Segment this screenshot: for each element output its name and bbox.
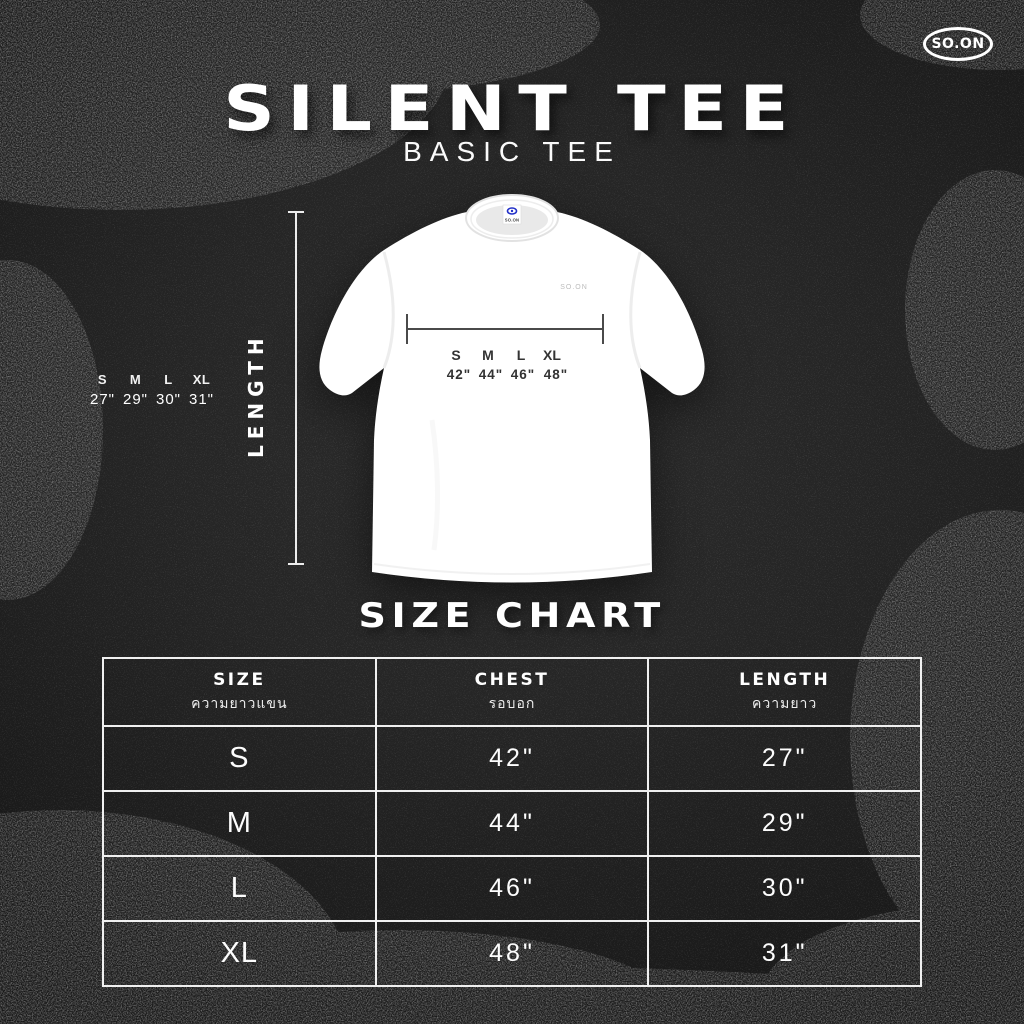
cell-chest: 46": [374, 855, 650, 922]
table-row: S 42" 27": [102, 725, 922, 792]
table-row: M 44" 29": [102, 790, 922, 857]
length-col-s: S 27": [86, 372, 119, 408]
page-title-text: SILENT TEE: [223, 72, 801, 145]
col-header-size-en: SIZE: [213, 669, 266, 690]
chest-size-label: S: [451, 347, 460, 363]
cell-size: XL: [102, 920, 377, 987]
col-header-chest-th: รอบอก: [488, 695, 536, 712]
chest-size-value: 44": [479, 367, 503, 382]
brand-badge-label: SO.ON: [931, 36, 985, 52]
neck-label-brand: SO.ON: [505, 218, 520, 223]
cell-length: 27": [647, 725, 922, 792]
length-measure-line: [288, 211, 304, 565]
chest-size-label: XL: [543, 347, 561, 363]
size-label: S: [97, 372, 108, 387]
cell-length: 30": [647, 855, 922, 922]
length-value: 30": [155, 391, 181, 408]
cell-length: 29": [647, 790, 922, 857]
size-label: XL: [192, 372, 211, 387]
length-value: 27": [89, 391, 115, 408]
size-chart-heading-text: SIZE CHART: [358, 596, 666, 636]
neck-label-logo-dot: [510, 209, 514, 213]
chest-size-label: L: [517, 347, 526, 363]
size-chart-table: SIZE ความยาวแขน CHEST รอบอก LENGTH ความย…: [102, 657, 922, 987]
table-row: XL 48" 31": [102, 920, 922, 987]
cell-chest: 48": [374, 920, 650, 987]
page-title: SILENT TEE: [0, 72, 1024, 145]
table-header-row: SIZE ความยาวแขน CHEST รอบอก LENGTH ความย…: [102, 657, 922, 727]
length-measure-values: S 27" M 29" L 30" XL 31": [86, 372, 218, 408]
col-header-chest-en: CHEST: [474, 669, 550, 690]
chest-size-label: M: [482, 347, 494, 363]
cell-size: S: [102, 725, 377, 792]
chest-size-value: 42": [447, 367, 471, 382]
chest-size-value: 48": [544, 367, 568, 382]
length-col-xl: XL 31": [185, 372, 218, 408]
tshirt-body: [319, 206, 705, 583]
cell-size: M: [102, 790, 377, 857]
chest-print: SO.ON: [560, 284, 588, 291]
cell-length: 31": [647, 920, 922, 987]
cell-chest: 42": [374, 725, 650, 792]
chest-size-value: 46": [511, 367, 535, 382]
length-measure-label: LENGTH: [244, 332, 268, 458]
col-header-length: LENGTH ความยาว: [647, 657, 922, 727]
col-header-size-th: ความยาวแขน: [191, 695, 288, 712]
size-label: M: [129, 372, 142, 387]
page-subtitle-text: BASIC TEE: [403, 136, 621, 167]
page-subtitle: BASIC TEE: [0, 136, 1024, 168]
brand-badge: SO.ON: [923, 27, 993, 61]
length-col-l: L 30": [152, 372, 185, 408]
length-value: 31": [188, 391, 214, 408]
cell-chest: 44": [374, 790, 650, 857]
col-header-size: SIZE ความยาวแขน: [102, 657, 377, 727]
size-label: L: [164, 372, 173, 387]
col-header-length-en: LENGTH: [739, 669, 831, 690]
col-header-chest: CHEST รอบอก: [374, 657, 650, 727]
col-header-length-th: ความยาว: [752, 695, 818, 712]
length-col-m: M 29": [119, 372, 152, 408]
length-value: 29": [122, 391, 148, 408]
size-chart-heading: SIZE CHART: [0, 596, 1024, 636]
tshirt-graphic: SO.ON SO.ON S M L XL 42" 44" 46" 48": [319, 194, 705, 583]
table-row: L 46" 30": [102, 855, 922, 922]
cell-size: L: [102, 855, 377, 922]
